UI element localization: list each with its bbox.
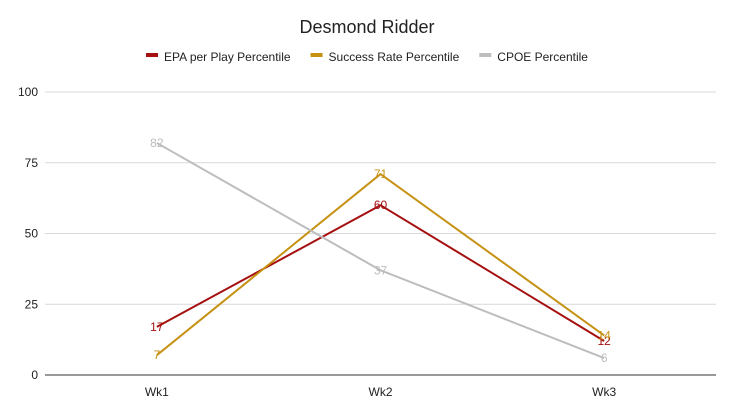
legend-item[interactable]: CPOE Percentile <box>479 50 588 64</box>
data-label: 82 <box>150 136 164 150</box>
data-label: 37 <box>374 263 388 277</box>
series-line <box>156 173 605 356</box>
x-tick-label: Wk2 <box>369 385 393 399</box>
x-tick-label: Wk3 <box>592 385 616 399</box>
chart-title: Desmond Ridder <box>299 17 434 37</box>
data-label: 6 <box>601 351 608 365</box>
legend-label: Success Rate Percentile <box>329 50 460 64</box>
series-line <box>156 204 605 342</box>
grid <box>45 91 716 376</box>
x-tick-label: Wk1 <box>145 385 169 399</box>
data-label: 71 <box>374 167 388 181</box>
series-line <box>156 142 605 359</box>
legend-swatch <box>479 53 492 57</box>
y-tick-label: 75 <box>25 156 39 170</box>
y-tick-label: 100 <box>18 85 38 99</box>
legend-item[interactable]: Success Rate Percentile <box>310 50 460 64</box>
legend-item[interactable]: EPA per Play Percentile <box>146 50 291 64</box>
data-label: 14 <box>597 328 611 342</box>
legend-label: EPA per Play Percentile <box>164 50 291 64</box>
legend: EPA per Play Percentile Success Rate Perc… <box>146 50 588 64</box>
data-label: 7 <box>153 348 160 362</box>
legend-swatch <box>310 53 323 57</box>
y-tick-label: 0 <box>31 368 38 382</box>
data-label: 60 <box>374 198 388 212</box>
data-labels: 17 60 12 7 71 14 82 37 6 <box>150 136 611 365</box>
plot-area <box>156 142 605 359</box>
y-tick-label: 50 <box>25 227 39 241</box>
y-tick-label: 25 <box>25 297 39 311</box>
x-axis: Wk1 Wk2 Wk3 <box>145 385 617 399</box>
legend-swatch <box>146 53 159 57</box>
y-axis: 0 25 50 75 100 <box>18 85 38 382</box>
legend-label: CPOE Percentile <box>497 50 588 64</box>
data-label: 17 <box>150 320 164 334</box>
data-label: 12 <box>597 334 611 348</box>
